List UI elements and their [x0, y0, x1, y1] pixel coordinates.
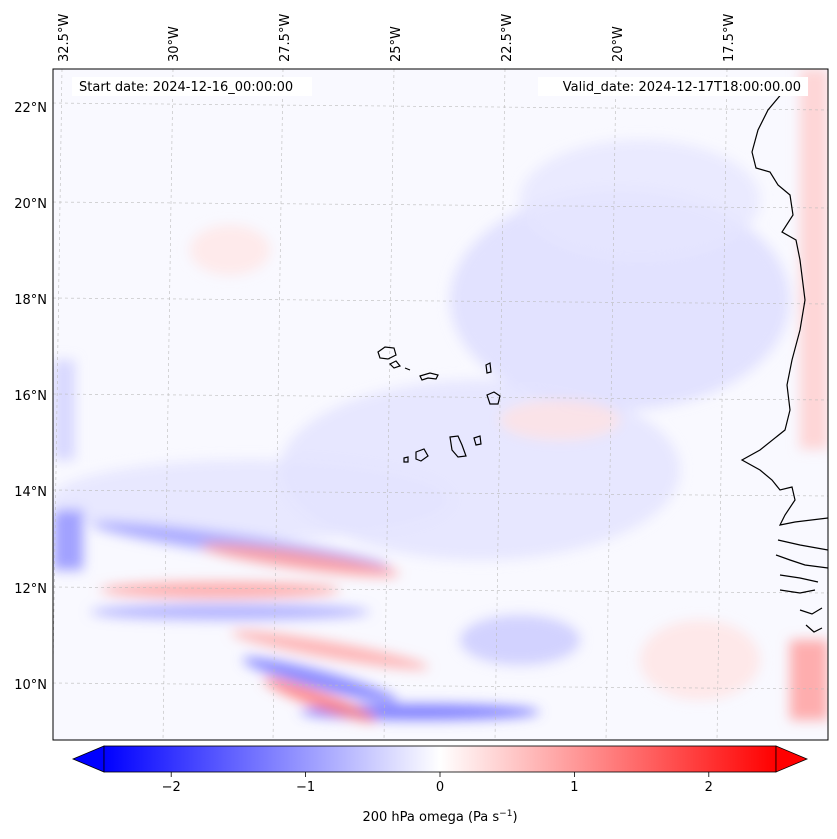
lon-label-30w: 30°W: [167, 26, 182, 62]
valid-date-box: [538, 77, 808, 96]
island-maio: [473, 435, 482, 446]
lon-label-25w: 25°W: [389, 26, 404, 62]
lat-label-12n: 12°N: [14, 582, 47, 597]
lon-label-27-5w: 27.5°W: [278, 14, 293, 62]
start-date-text: Start date: 2024-12-16_00:00:00: [79, 80, 293, 95]
island-boa-vista: [486, 391, 501, 405]
colorbar-tick-label: −1: [296, 780, 315, 795]
colorbar-gradient: [103, 745, 777, 773]
gridlines: [53, 69, 828, 740]
lat-label-10n: 10°N: [14, 678, 47, 693]
island-fogo: [415, 448, 429, 462]
start-date-box: [72, 77, 312, 96]
island-sao-nicolau: [419, 372, 439, 381]
coastlines: [740, 91, 828, 633]
latitude-labels: 22°N 20°N 18°N 16°N 14°N 12°N 10°N: [14, 101, 47, 693]
lat-label-20n: 20°N: [14, 197, 47, 212]
lat-label-14n: 14°N: [14, 485, 47, 500]
colorbar-low-extend: [71, 745, 105, 773]
valid-date-text: Valid_date: 2024-12-17T18:00:00.00: [563, 80, 801, 95]
island-brava: [403, 456, 409, 463]
colorbar-ticks: −2 −1 0 1 2: [162, 772, 713, 795]
colorbar-tick-label: 0: [436, 780, 444, 795]
colorbar-title: 200 hPa omega (Pa s−1): [362, 809, 517, 825]
longitude-labels: 32.5°W 30°W 27.5°W 25°W 22.5°W 20°W 17.5…: [57, 14, 737, 62]
lon-label-20w: 20°W: [611, 26, 626, 62]
africa-coastline: [740, 91, 828, 526]
lat-label-22n: 22°N: [14, 101, 47, 116]
lat-label-18n: 18°N: [14, 293, 47, 308]
island-santiago: [449, 435, 467, 458]
island-sal: [485, 362, 492, 374]
lon-label-22-5w: 22.5°W: [500, 14, 515, 62]
island-santo-antao: [377, 346, 397, 360]
omega-field: [53, 69, 828, 722]
colorbar-high-extend: [775, 745, 809, 773]
cape-verde-islands: [377, 346, 501, 463]
guinea-coast: [775, 539, 828, 633]
lon-label-17-5w: 17.5°W: [722, 14, 737, 62]
colorbar-tick-label: 1: [570, 780, 578, 795]
island-sao-vicente: [388, 360, 402, 369]
map-frame: [52, 68, 829, 741]
island-santa-luzia: [404, 367, 411, 371]
lon-label-32-5w: 32.5°W: [57, 14, 72, 62]
colorbar: −2 −1 0 1 2 200 hPa omega (Pa s−1): [71, 745, 809, 825]
colorbar-tick-label: −2: [162, 780, 181, 795]
lat-label-16n: 16°N: [14, 389, 47, 404]
colorbar-tick-label: 2: [705, 780, 713, 795]
